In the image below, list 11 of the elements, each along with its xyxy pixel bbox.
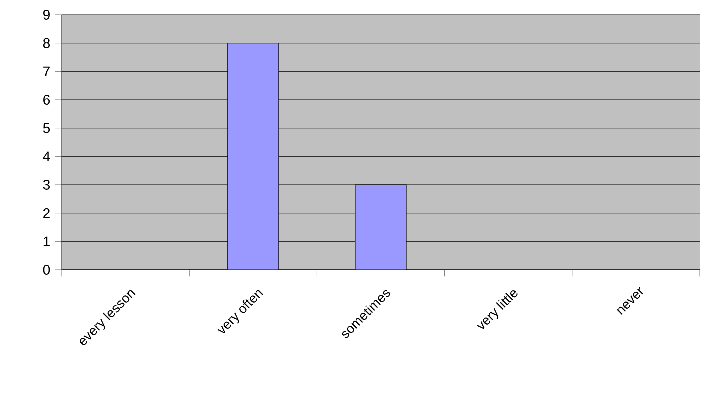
x-tick-label: very little xyxy=(477,290,518,330)
y-tick-label: 7 xyxy=(44,66,50,76)
y-tick-label: 6 xyxy=(44,95,50,105)
y-tick-label: 2 xyxy=(44,208,50,218)
y-tick-label: 9 xyxy=(43,10,50,20)
y-tick-label: 1 xyxy=(44,236,50,246)
y-tick-label: 0 xyxy=(43,265,50,275)
y-tick-label: 4 xyxy=(43,152,50,162)
y-tick-label: 3 xyxy=(43,180,50,190)
y-tick-label: 5 xyxy=(43,123,50,134)
y-tick-label: 8 xyxy=(43,38,50,48)
